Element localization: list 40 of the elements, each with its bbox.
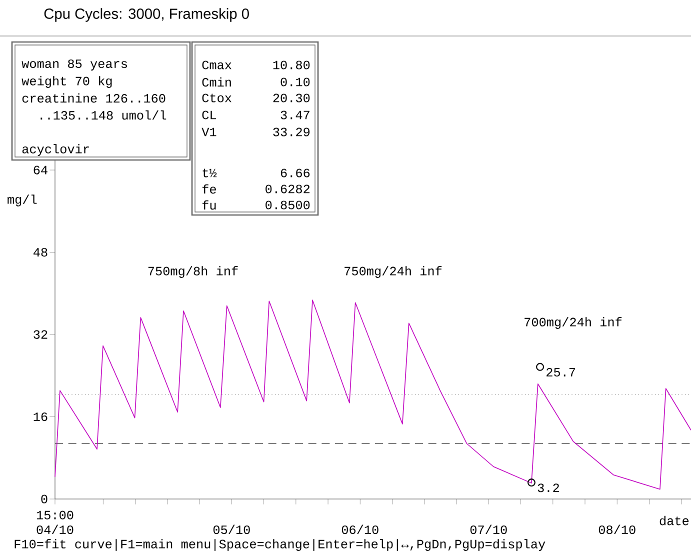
annotation: 700mg/24h inf [524,317,622,329]
text: F10=fit curve|F1=main menu|Space=change|Enter=help|↔,PgDn,PgUp=display [14,539,546,551]
annotation: 20.30 [273,94,310,102]
y-tick-label: 48 [33,248,48,257]
x-tick-label: 06/10 [342,524,378,534]
data-label: 3.2 [538,484,559,492]
y-tick-label: 64 [34,166,48,174]
y-axis-title: mg/l [8,194,37,206]
x-tick-label: 08/10 [598,524,636,534]
annotation: woman 85 years [22,59,127,71]
annotation: CL [202,110,216,120]
annotation: Cmax [202,60,232,70]
y-tick-label: 16 [34,412,48,422]
annotation: 0.8500 [266,200,310,210]
annotation: acyclovir [22,144,89,156]
x-tick-label: 07/10 [470,524,507,534]
x-tick-label: 15:00 04/10 [36,510,74,534]
annotation: 750mg/8h inf [148,266,238,278]
annotation: 0.10 [280,78,310,86]
annotation: 10.80 [273,60,310,70]
annotation: V1 [202,128,216,136]
annotation: 6.66 [280,168,310,178]
data-label: 25.7 [546,368,576,377]
text: Cpu Cycles: 3000, Frameskip 0 [44,8,249,22]
annotation: t½ [202,168,217,178]
x-axis-title: date [660,516,689,526]
annotation: Ctox [202,94,232,102]
y-tick-label: 32 [34,330,48,339]
annotation: 750mg/24h inf [344,266,442,278]
annotation: 3.47 [280,110,310,120]
annotation: fu [202,200,216,210]
annotation: fe [202,184,216,194]
annotation: Cmin [202,77,231,87]
annotation: 0.6282 [266,184,310,194]
annotation: weight 70 kg [22,76,112,88]
x-tick-label: 05/10 [213,524,250,534]
annotation: ..135..148 umol/l [40,110,166,120]
y-tick-label: 0 [41,494,48,504]
annotation: creatinine 126..160 [22,93,166,103]
annotation: 33.29 [273,128,310,136]
